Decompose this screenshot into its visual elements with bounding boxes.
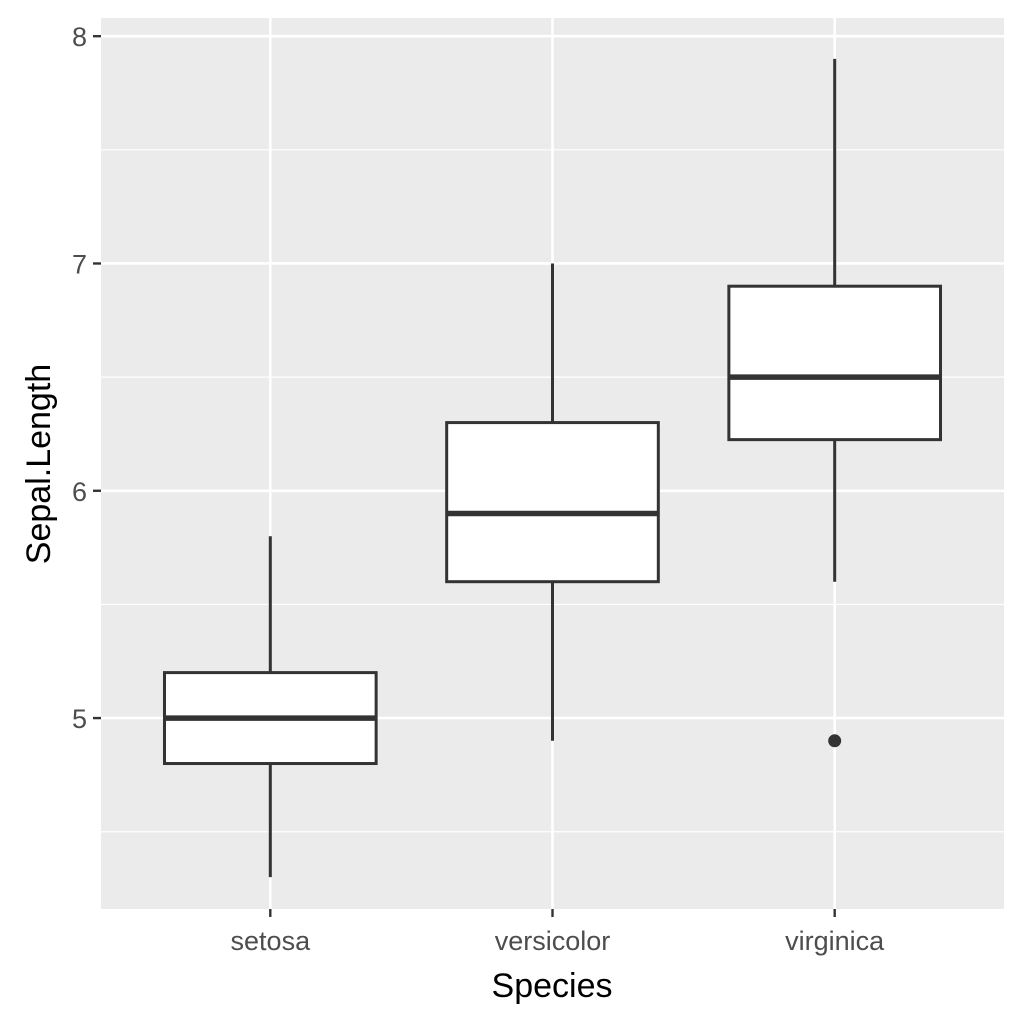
y-axis: 5 6 7 8	[72, 22, 101, 734]
iqr-box	[727, 284, 943, 442]
y-tick-label: 8	[72, 22, 87, 52]
box-versicolor	[445, 263, 660, 741]
x-tick-label: setosa	[231, 926, 312, 956]
box-virginica	[727, 58, 943, 748]
outlier-point	[828, 734, 842, 748]
x-tick-label: virginica	[785, 926, 885, 956]
x-tick-label: versicolor	[495, 926, 611, 956]
y-tick-label: 7	[72, 249, 87, 279]
boxes-layer	[162, 58, 943, 878]
y-tick-label: 5	[72, 704, 87, 734]
x-axis: setosa versicolor virginica	[231, 909, 885, 956]
box-setosa	[162, 536, 378, 878]
iqr-box	[445, 421, 660, 584]
y-tick-label: 6	[72, 477, 87, 507]
y-axis-title: Sepal.Length	[20, 364, 58, 564]
x-axis-title: Species	[492, 967, 613, 1005]
